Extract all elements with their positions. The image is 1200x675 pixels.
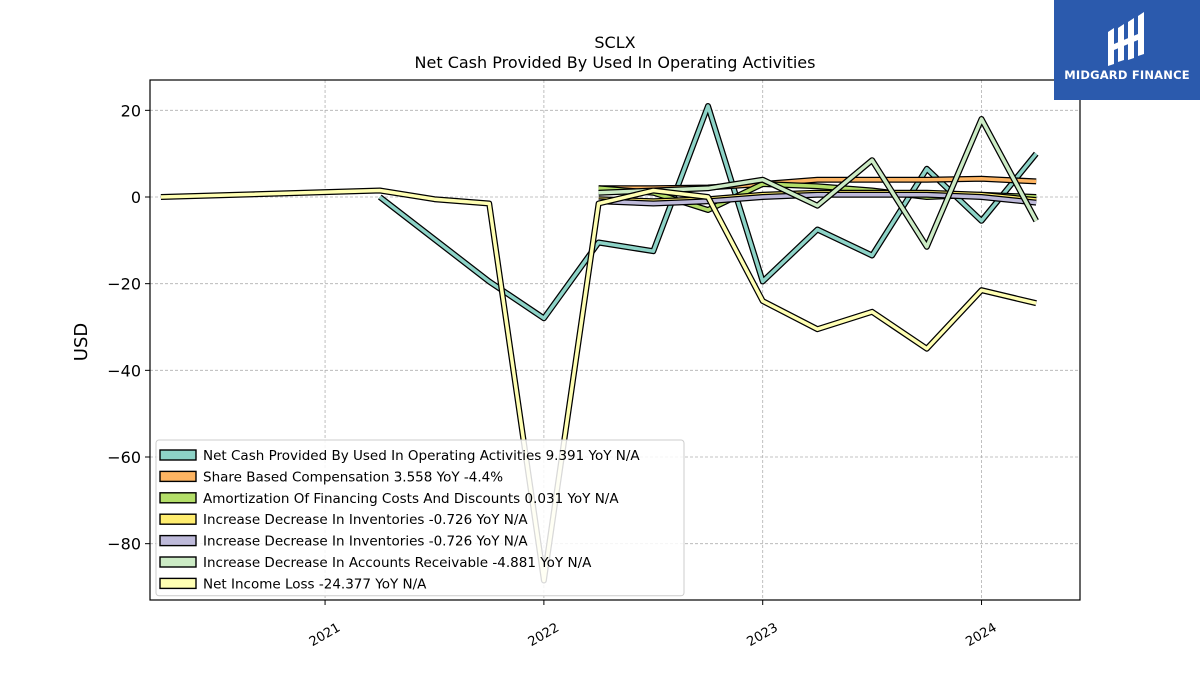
- series-line-stroke: [598, 193, 1037, 206]
- legend-swatch: [159, 470, 197, 483]
- series-line: [160, 187, 1037, 584]
- legend-label: Increase Decrease In Accounts Receivable…: [203, 555, 592, 571]
- legend-label: Increase Decrease In Inventories -0.726 …: [203, 534, 528, 550]
- chart-title: SCLX: [594, 33, 635, 52]
- legend-entry: Net Income Loss -24.377 YoY N/A: [159, 576, 427, 592]
- legend-entry: Amortization Of Financing Costs And Disc…: [159, 491, 619, 507]
- x-tick-label: 2023: [745, 620, 781, 650]
- y-tick-label: −20: [107, 275, 141, 294]
- x-tick-label: 2024: [963, 620, 999, 650]
- x-tick-label: 2022: [526, 620, 562, 650]
- plot-frame: [149, 79, 1081, 601]
- y-tick-label: −80: [107, 535, 141, 554]
- legend-label: Increase Decrease In Inventories -0.726 …: [203, 512, 528, 528]
- legend-label: Share Based Compensation 3.558 YoY -4.4%: [203, 469, 503, 485]
- legend-label: Amortization Of Financing Costs And Disc…: [203, 491, 619, 507]
- brand-name: MIDGARD FINANCE: [1064, 68, 1190, 82]
- brand-logo: MIDGARD FINANCE: [1054, 0, 1200, 100]
- series-line-stroke: [160, 188, 1037, 583]
- x-tick-label: 2021: [307, 620, 343, 650]
- series-lines: [160, 103, 1039, 584]
- y-axis-label: USD: [71, 323, 92, 361]
- legend-swatch: [159, 577, 197, 590]
- legend-swatch: [159, 449, 197, 461]
- legend-swatch: [159, 513, 197, 525]
- chart-subtitle: Net Cash Provided By Used In Operating A…: [415, 53, 816, 72]
- y-tick-label: −60: [107, 448, 141, 467]
- midgard-logo-icon: [1108, 12, 1144, 66]
- y-tick-label: −40: [107, 361, 141, 380]
- y-tick-label: 0: [131, 188, 141, 207]
- legend-swatch: [159, 534, 197, 547]
- series-line: [598, 191, 1037, 207]
- legend-label: Net Cash Provided By Used In Operating A…: [203, 448, 640, 464]
- legend: Net Cash Provided By Used In Operating A…: [155, 439, 685, 597]
- legend-entry: Net Cash Provided By Used In Operating A…: [159, 448, 640, 464]
- legend-entry: Increase Decrease In Inventories -0.726 …: [159, 534, 528, 550]
- legend-box: [155, 439, 685, 597]
- legend-label: Net Income Loss -24.377 YoY N/A: [203, 576, 427, 592]
- legend-entry: Increase Decrease In Inventories -0.726 …: [159, 512, 528, 528]
- legend-entry: Increase Decrease In Accounts Receivable…: [159, 555, 592, 571]
- legend-swatch: [159, 556, 197, 568]
- legend-entry: Share Based Compensation 3.558 YoY -4.4%: [159, 469, 503, 485]
- legend-swatch: [159, 492, 197, 504]
- y-tick-label: 20: [121, 101, 141, 120]
